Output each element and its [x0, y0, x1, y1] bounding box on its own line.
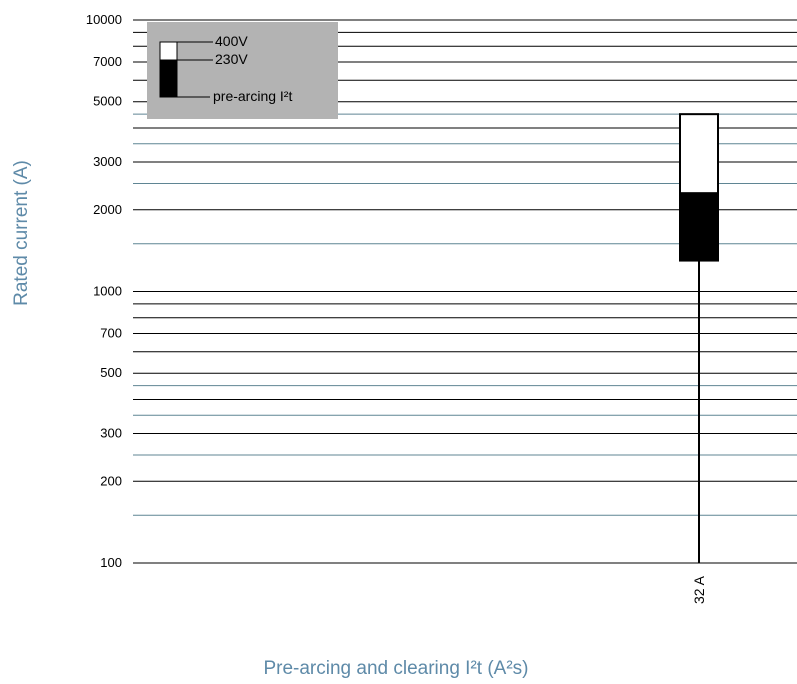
y-tick-label-2000: 2000: [93, 202, 122, 217]
y-tick-label-300: 300: [100, 425, 122, 440]
x-axis-title: Pre-arcing and clearing I²t (A²s): [263, 658, 528, 679]
y-tick-label-1000: 1000: [93, 284, 122, 299]
legend-swatch-230v: [159, 59, 178, 98]
y-axis-title: Rated current (A): [11, 160, 32, 306]
legend-swatch-400v: [159, 41, 178, 61]
y-tick-label-700: 700: [100, 326, 122, 341]
legend-label-230v: 230V: [215, 51, 248, 67]
y-tick-label-10000: 10000: [86, 12, 122, 27]
bar-230v-0: [679, 192, 719, 262]
legend: 400V 230V pre-arcing I²t: [147, 22, 338, 119]
category-labels: 32 A: [691, 575, 707, 604]
gridlines: [133, 19, 797, 564]
category-label-0: 32 A: [691, 575, 707, 604]
legend-label-400v: 400V: [215, 33, 248, 49]
legend-label-prearcing: pre-arcing I²t: [213, 88, 292, 104]
y-tick-label-500: 500: [100, 365, 122, 380]
y-tick-label-5000: 5000: [93, 94, 122, 109]
legend-box: [147, 22, 338, 119]
y-tick-label-7000: 7000: [93, 54, 122, 69]
y-tick-label-100: 100: [100, 555, 122, 570]
bar-400v-0: [679, 113, 719, 195]
y-tick-label-200: 200: [100, 473, 122, 488]
bars: [679, 113, 719, 563]
y-tick-labels: 10000 7000 5000 3000 2000 1000 700 500 300 200 100: [86, 12, 122, 570]
y-tick-label-3000: 3000: [93, 154, 122, 169]
